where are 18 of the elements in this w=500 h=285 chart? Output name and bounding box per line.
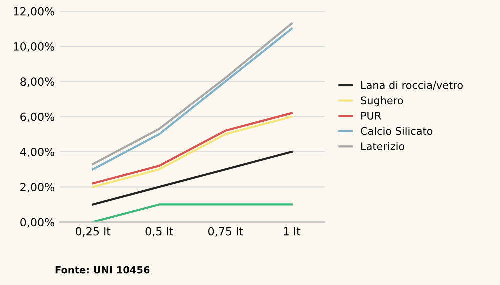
- x-tick-label: 0,75 lt: [208, 227, 244, 237]
- y-tick-label: 8,00%: [20, 78, 55, 88]
- y-tick-label: 12,00%: [14, 7, 55, 17]
- legend-label: Laterizio: [362, 142, 405, 150]
- legend-label: Calcio Silicato: [361, 127, 433, 136]
- y-tick-label: 4,00%: [20, 148, 55, 158]
- y-tick-label: 2,00%: [20, 183, 55, 193]
- legend-label: Lana di roccia/vetro: [362, 81, 463, 90]
- y-tick-label: 10,00%: [14, 42, 55, 52]
- y-tick-label: 0,00%: [20, 218, 55, 228]
- source-note: Fonte: UNI 10456: [56, 266, 150, 274]
- y-tick-label: 6,00%: [20, 112, 55, 122]
- x-tick-label: 0,5 lt: [146, 227, 174, 237]
- x-tick-label: 1 lt: [284, 227, 301, 236]
- x-tick-label: 0,25 lt: [76, 227, 111, 237]
- legend-label: PUR: [362, 112, 382, 120]
- line-series: [92, 150, 293, 206]
- legend-label: Sughero: [361, 96, 404, 107]
